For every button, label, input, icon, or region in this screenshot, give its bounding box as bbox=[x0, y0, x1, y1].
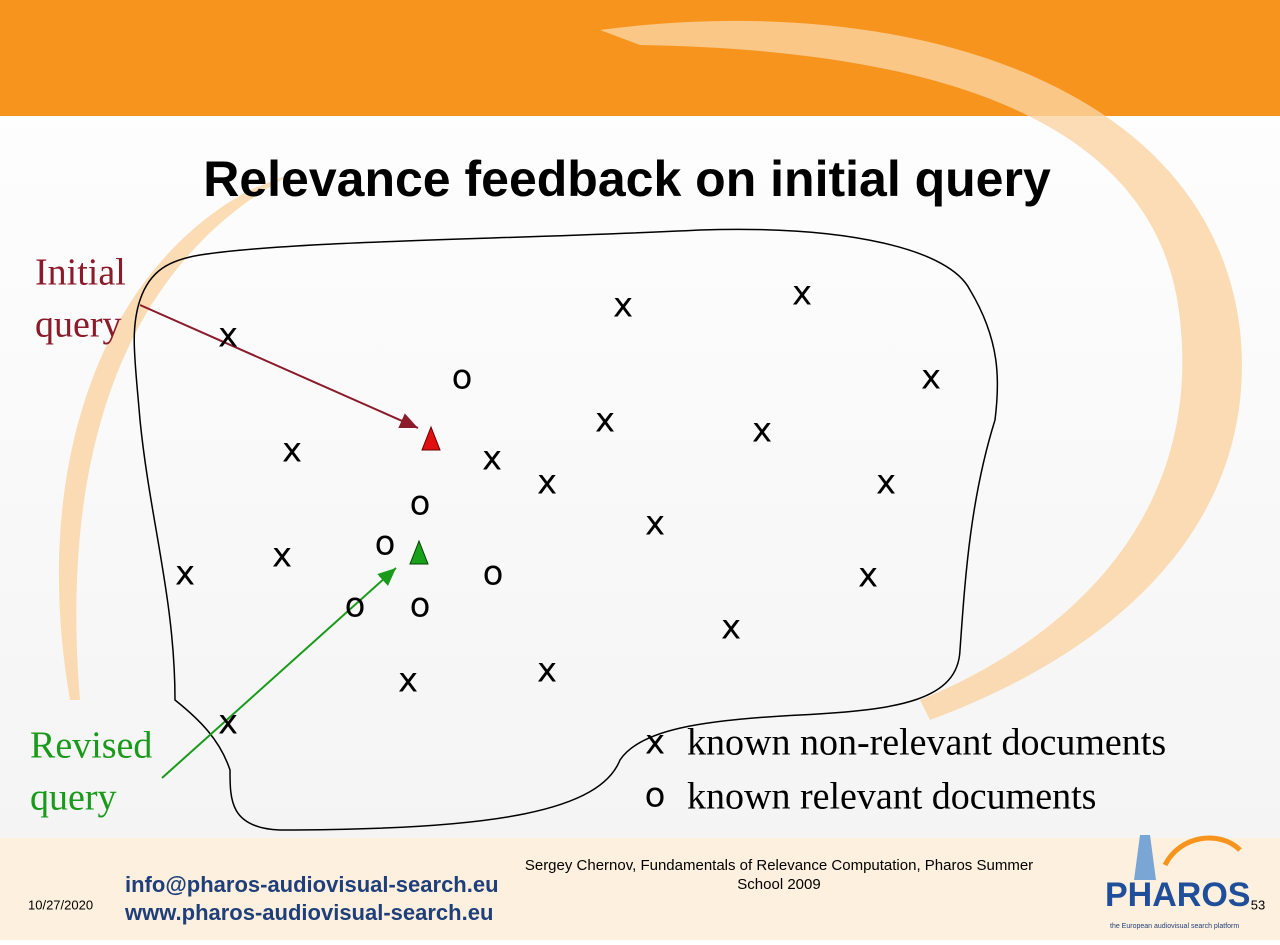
logo: PHAROS bbox=[1105, 876, 1250, 914]
revised-label: Revised bbox=[30, 725, 152, 767]
legend-text: known relevant documents bbox=[687, 776, 1096, 818]
document-point: x bbox=[613, 286, 633, 326]
page-number: 53 bbox=[1251, 897, 1265, 912]
document-point: x bbox=[482, 439, 502, 479]
document-point: x bbox=[858, 556, 878, 596]
document-point: x bbox=[876, 463, 896, 503]
document-point: o bbox=[452, 358, 473, 398]
initial-arrow bbox=[139, 304, 419, 429]
document-point: x bbox=[175, 554, 195, 594]
document-point: x bbox=[921, 358, 941, 398]
email: info@pharos-audiovisual-search.eu bbox=[125, 872, 499, 897]
document-point: x bbox=[272, 536, 292, 576]
document-point: o bbox=[410, 484, 431, 524]
revised-query-marker bbox=[409, 539, 429, 565]
top-band bbox=[0, 0, 1280, 116]
document-point: x bbox=[721, 608, 741, 648]
document-point: x bbox=[282, 431, 302, 471]
website: www.pharos-audiovisual-search.eu bbox=[124, 900, 493, 925]
title: Relevance feedback on initial query bbox=[203, 151, 1051, 207]
legend-symbol: o bbox=[645, 776, 666, 816]
document-point: x bbox=[792, 274, 812, 314]
legend-text: known non-relevant documents bbox=[687, 722, 1166, 764]
initial-label: query bbox=[35, 304, 122, 346]
document-point: o bbox=[483, 554, 504, 594]
document-point: x bbox=[398, 661, 418, 701]
document-point: x bbox=[537, 463, 557, 503]
document-point: x bbox=[595, 401, 615, 441]
citation: School 2009 bbox=[737, 876, 820, 893]
document-point: x bbox=[218, 316, 238, 356]
document-point: o bbox=[410, 586, 431, 626]
document-point: x bbox=[752, 411, 772, 451]
legend-symbol: x bbox=[645, 723, 665, 763]
logo-lighthouse bbox=[1134, 835, 1156, 880]
citation: Sergey Chernov, Fundamentals of Relevanc… bbox=[525, 857, 1033, 874]
revised-arrow bbox=[161, 567, 397, 779]
document-point: x bbox=[537, 651, 557, 691]
document-point: x bbox=[645, 504, 665, 544]
document-point: x bbox=[218, 703, 238, 743]
footer-band bbox=[0, 838, 1280, 940]
initial-query-marker bbox=[421, 425, 441, 451]
initial-label: Initial bbox=[35, 252, 126, 294]
logo-arc bbox=[1162, 835, 1242, 867]
logo-tagline: the European audiovisual search platform bbox=[1110, 923, 1239, 930]
document-point: o bbox=[345, 586, 366, 626]
revised-label: query bbox=[30, 777, 117, 819]
document-space bbox=[133, 228, 999, 831]
date: 10/27/2020 bbox=[28, 897, 93, 912]
document-point: o bbox=[375, 524, 396, 564]
